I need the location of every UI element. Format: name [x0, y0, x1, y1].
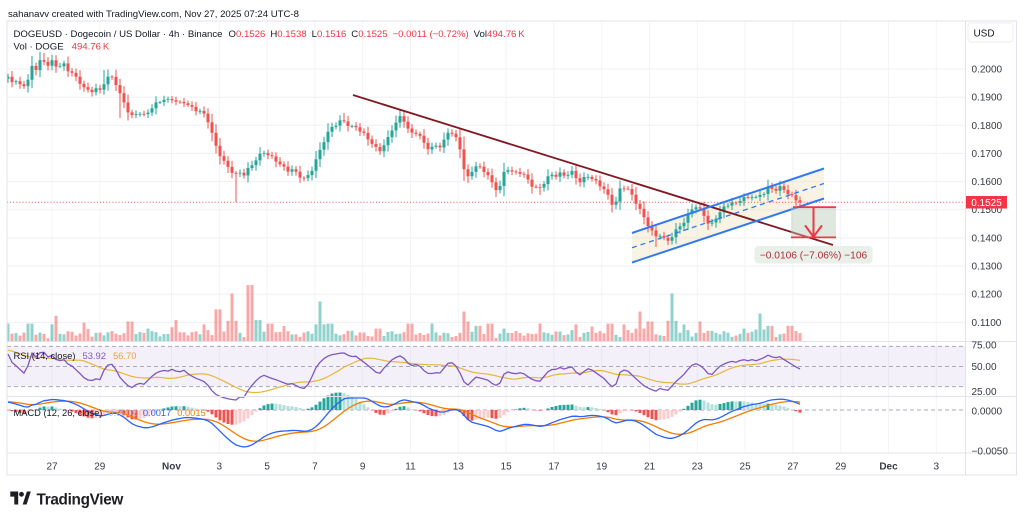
svg-text:11: 11: [405, 462, 416, 473]
svg-text:DOGEUSD · Dogecoin / US Dollar: DOGEUSD · Dogecoin / US Dollar · 4h · Bi…: [14, 29, 526, 40]
svg-text:0.1300: 0.1300: [972, 262, 1003, 273]
svg-text:9: 9: [360, 462, 366, 473]
svg-text:0.1525: 0.1525: [971, 198, 1002, 209]
svg-text:USD: USD: [973, 29, 994, 40]
svg-text:3: 3: [934, 462, 940, 473]
svg-text:−0.0106 (−7.06%) −106: −0.0106 (−7.06%) −106: [760, 251, 868, 262]
svg-text:0.0000: 0.0000: [972, 407, 1003, 418]
svg-text:5: 5: [264, 462, 270, 473]
svg-text:0.1100: 0.1100: [972, 318, 1002, 329]
svg-text:23: 23: [692, 462, 704, 473]
svg-text:21: 21: [644, 462, 656, 473]
svg-text:25: 25: [740, 462, 752, 473]
svg-text:0.1400: 0.1400: [972, 233, 1003, 244]
svg-text:0.1700: 0.1700: [972, 149, 1003, 160]
svg-text:7: 7: [312, 462, 318, 473]
svg-text:13: 13: [453, 462, 465, 473]
svg-text:Dec: Dec: [879, 462, 898, 473]
svg-text:3: 3: [217, 462, 223, 473]
svg-text:29: 29: [94, 462, 106, 473]
svg-text:50.00: 50.00: [972, 362, 997, 373]
svg-text:25.00: 25.00: [972, 387, 997, 398]
svg-text:Nov: Nov: [162, 462, 181, 473]
svg-text:0.1900: 0.1900: [972, 93, 1003, 104]
svg-text:TradingView: TradingView: [37, 492, 124, 509]
svg-text:sahanavv created with TradingV: sahanavv created with TradingView.com, N…: [8, 9, 299, 20]
svg-text:19: 19: [596, 462, 608, 473]
svg-text:17: 17: [548, 462, 560, 473]
svg-text:29: 29: [835, 462, 847, 473]
svg-text:75.00: 75.00: [972, 341, 997, 352]
svg-text:27: 27: [787, 462, 799, 473]
svg-text:15: 15: [501, 462, 513, 473]
svg-text:0.1800: 0.1800: [972, 121, 1003, 132]
svg-text:0.1200: 0.1200: [972, 290, 1003, 301]
svg-text:−0.0050: −0.0050: [972, 446, 1009, 457]
svg-text:27: 27: [46, 462, 58, 473]
svg-text:0.2000: 0.2000: [972, 65, 1003, 76]
svg-text:0.1600: 0.1600: [972, 177, 1003, 188]
